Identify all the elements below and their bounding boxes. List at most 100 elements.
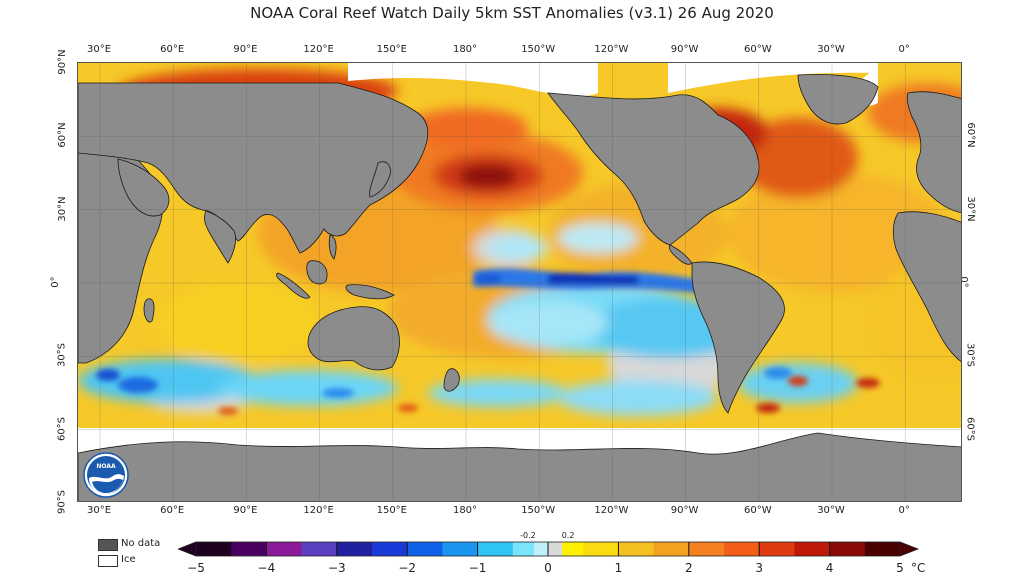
colorbar-threshold-label: -0.2 (520, 531, 536, 540)
philippines-landmass (328, 234, 337, 260)
left-lat-tick: 60°S (56, 416, 68, 441)
colorbar-cell (301, 542, 338, 556)
colorbar-cell (829, 542, 866, 556)
colorbar-cell (864, 542, 901, 556)
colorbar-min-extend (178, 541, 197, 557)
antarctica-landmass (78, 432, 961, 501)
bottom-lon-tick: 60°E (160, 505, 185, 516)
top-lon-tick: 90°E (233, 44, 258, 55)
colorbar-cell (372, 542, 408, 556)
colorbar-cell (442, 542, 478, 556)
colorbar-max-extend (899, 541, 920, 557)
colorbar-cell (583, 542, 619, 556)
greenland-landmass (797, 74, 879, 125)
colorbar-cell (759, 542, 795, 556)
ice-label: Ice (121, 554, 136, 565)
australia-landmass (307, 306, 400, 371)
right-lat-tick: 60°N (965, 122, 977, 148)
arabia-landmass (117, 158, 170, 217)
colorbar-cell (548, 542, 563, 556)
bottom-lon-tick: 30°E (86, 505, 112, 516)
japan-landmass (369, 161, 391, 198)
colorbar-tick-label: 2 (684, 561, 693, 575)
sst-anomaly-colorbar (178, 541, 920, 557)
top-lon-tick: 120°E (303, 44, 334, 55)
left-lat-tick: 90°N (57, 49, 69, 75)
map-canvas (78, 63, 961, 501)
bottom-lon-tick: 150°E (376, 505, 407, 516)
colorbar-cell (512, 542, 535, 556)
sst-anomaly-map (77, 62, 962, 502)
top-lon-tick: 30°E (86, 44, 112, 55)
sumatra-landmass (276, 272, 311, 299)
left-lat-tick: 0° (50, 276, 62, 288)
top-lon-tick: 0° (898, 44, 910, 55)
top-lon-tick: 90°W (670, 44, 699, 55)
colorbar-cell (794, 542, 830, 556)
colorbar-cell (724, 542, 760, 556)
colorbar-cell (231, 542, 267, 556)
top-lon-tick: 120°W (594, 44, 629, 55)
left-lat-tick: 60°N (57, 122, 69, 148)
no-data-label: No data (121, 538, 161, 549)
colorbar-cell (562, 542, 584, 556)
colorbar-cell (407, 542, 443, 556)
colorbar-cell (533, 542, 549, 556)
right-lat-tick: 30°N (965, 196, 977, 222)
left-lat-tick: 30°S (56, 343, 68, 368)
colorbar-threshold-label: 0.2 (561, 531, 575, 540)
colorbar-tick-label: 3 (755, 561, 764, 575)
bottom-lon-tick: 60°W (743, 505, 772, 516)
colorbar-cell (653, 542, 690, 556)
south-america-landmass (691, 261, 785, 414)
colorbar-tick-label: −1 (468, 561, 487, 575)
no-data-swatch (98, 539, 118, 551)
colorbar-unit: °C (911, 561, 926, 575)
new-zealand-landmass (443, 368, 460, 392)
colorbar-tick-label: −5 (187, 561, 205, 575)
top-lon-tick: 150°W (521, 44, 556, 55)
bottom-lon-tick: 150°W (521, 505, 556, 516)
bottom-lon-tick: 90°W (670, 505, 699, 516)
noaa-logo-text: NOAA (96, 463, 116, 470)
bottom-lon-tick: 120°E (303, 505, 334, 516)
right-lat-tick: 30°S (964, 343, 976, 368)
colorbar-tick-label: −2 (398, 561, 417, 575)
noaa-logo: NOAA (83, 452, 129, 498)
right-lat-tick: 60°S (964, 416, 976, 441)
colorbar-tick-label: 1 (614, 561, 623, 575)
colorbar-tick-label: 4 (825, 561, 834, 575)
central-america-landmass (668, 244, 693, 265)
west-africa-landmass (892, 211, 961, 362)
colorbar-tick-label: −4 (257, 561, 276, 575)
bottom-lon-tick: 30°W (817, 505, 845, 516)
india-landmass (204, 210, 236, 264)
colorbar-cell (477, 542, 514, 556)
map-title: NOAA Coral Reef Watch Daily 5km SST Anom… (250, 4, 774, 22)
colorbar-cell (266, 542, 302, 556)
colorbar-cell (688, 542, 725, 556)
bottom-lon-tick: 90°E (233, 505, 258, 516)
land-layer (78, 74, 961, 501)
colorbar-tick-label: 5 (896, 561, 904, 575)
colorbar-cell (196, 542, 232, 556)
madagascar-landmass (143, 298, 155, 323)
graticule-grid (78, 63, 961, 501)
ice-swatch (98, 555, 118, 567)
north-america-landmass (547, 92, 760, 246)
bottom-lon-tick: 120°W (594, 505, 629, 516)
left-lat-tick: 90°S (56, 489, 68, 515)
eurasia-landmass (78, 82, 429, 254)
top-lon-tick: 60°E (160, 44, 185, 55)
colorbar-tick-label: −3 (327, 561, 346, 575)
colorbar-tick-label: 0 (544, 561, 552, 575)
bottom-lon-tick: 180° (452, 505, 478, 516)
borneo-landmass (306, 260, 328, 285)
top-lon-tick: 150°E (376, 44, 407, 55)
bottom-lon-tick: 0° (898, 505, 910, 516)
top-lon-tick: 30°W (817, 44, 845, 55)
top-lon-tick: 180° (452, 44, 478, 55)
colorbar-cell (618, 542, 654, 556)
new-guinea-landmass (345, 284, 395, 300)
europe-landmass (906, 91, 961, 213)
